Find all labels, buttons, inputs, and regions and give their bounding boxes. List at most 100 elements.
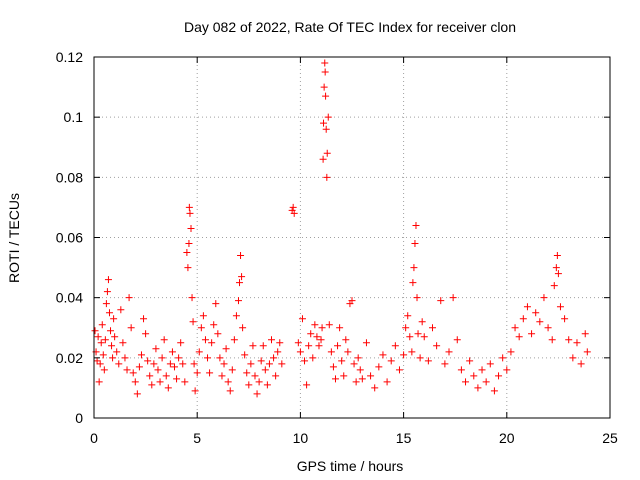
data-point xyxy=(177,339,185,347)
data-point xyxy=(552,264,560,272)
data-point xyxy=(212,300,220,308)
data-point xyxy=(249,342,257,350)
data-point xyxy=(550,282,558,290)
data-point xyxy=(156,378,164,386)
data-point xyxy=(334,342,342,350)
data-point xyxy=(499,354,507,362)
data-point xyxy=(237,252,245,260)
data-point xyxy=(503,366,511,374)
data-point xyxy=(342,336,350,344)
data-point xyxy=(519,315,527,323)
data-point xyxy=(278,360,286,368)
data-point xyxy=(327,348,335,356)
data-point xyxy=(395,366,403,374)
x-tick-label: 15 xyxy=(396,430,412,446)
data-point xyxy=(210,321,218,329)
data-point xyxy=(247,360,255,368)
data-point xyxy=(329,363,337,371)
data-point xyxy=(185,240,193,248)
data-point xyxy=(325,321,333,329)
data-point xyxy=(573,339,581,347)
data-point xyxy=(556,303,564,311)
data-point xyxy=(184,264,192,272)
data-point xyxy=(307,330,315,338)
data-point xyxy=(272,372,280,380)
data-point xyxy=(553,252,561,260)
data-point xyxy=(232,312,240,320)
data-point xyxy=(358,375,366,383)
data-point xyxy=(91,327,99,335)
data-point xyxy=(100,366,108,374)
data-point xyxy=(193,369,201,377)
data-point xyxy=(303,381,311,389)
data-point xyxy=(162,372,170,380)
y-tick-label: 0.12 xyxy=(56,49,83,65)
data-point xyxy=(478,366,486,374)
data-point xyxy=(108,342,116,350)
data-point xyxy=(581,330,589,338)
data-point xyxy=(528,330,536,338)
data-point xyxy=(416,354,424,362)
data-point xyxy=(352,378,360,386)
data-point xyxy=(309,354,317,362)
data-point xyxy=(142,330,150,338)
data-point xyxy=(420,333,428,341)
data-point xyxy=(321,68,329,76)
data-point xyxy=(540,294,548,302)
data-point xyxy=(362,339,370,347)
data-point xyxy=(129,369,137,377)
data-point xyxy=(214,330,222,338)
data-point xyxy=(315,342,323,350)
data-point xyxy=(265,360,273,368)
data-point xyxy=(296,348,304,356)
data-point xyxy=(109,354,117,362)
data-point xyxy=(408,348,416,356)
x-axis-label: GPS time / hours xyxy=(297,458,404,474)
chart-title: Day 082 of 2022, Rate Of TEC Index for r… xyxy=(184,19,516,35)
data-point xyxy=(449,294,457,302)
data-point xyxy=(189,318,197,326)
data-point xyxy=(228,366,236,374)
data-point xyxy=(234,297,242,305)
data-point xyxy=(350,360,358,368)
x-tick-label: 25 xyxy=(602,430,618,446)
y-axis-label: ROTI / TECUs xyxy=(6,193,22,283)
axis-ticks: 0 5 10 15 20 25 0 0.02 0.04 0.06 0.08 0.1 0.12 xyxy=(56,49,618,446)
data-point xyxy=(179,360,187,368)
data-point xyxy=(294,339,302,347)
data-point xyxy=(428,324,436,332)
data-point xyxy=(239,324,247,332)
data-point xyxy=(135,363,143,371)
data-point xyxy=(190,360,198,368)
data-point xyxy=(113,348,121,356)
data-point xyxy=(409,279,417,287)
data-point xyxy=(107,327,115,335)
y-tick-label: 0.08 xyxy=(56,169,83,185)
data-point xyxy=(402,324,410,332)
grid-lines xyxy=(94,57,610,418)
data-point xyxy=(418,318,426,326)
data-point xyxy=(371,384,379,392)
data-point xyxy=(474,384,482,392)
data-point xyxy=(536,318,544,326)
data-point xyxy=(243,369,251,377)
data-point xyxy=(183,249,191,257)
data-point xyxy=(255,378,263,386)
y-tick-label: 0.02 xyxy=(56,350,83,366)
data-point xyxy=(94,333,102,341)
data-point xyxy=(268,336,276,344)
data-point xyxy=(238,273,246,281)
data-point xyxy=(441,360,449,368)
data-point xyxy=(101,336,109,344)
data-point xyxy=(400,351,408,359)
data-point xyxy=(187,224,195,232)
data-point xyxy=(313,333,321,341)
data-point xyxy=(103,288,111,296)
data-point xyxy=(181,378,189,386)
data-point xyxy=(148,381,156,389)
data-point xyxy=(186,209,194,217)
data-point xyxy=(577,360,585,368)
data-point xyxy=(270,354,278,362)
data-point xyxy=(348,297,356,305)
data-point xyxy=(95,378,103,386)
